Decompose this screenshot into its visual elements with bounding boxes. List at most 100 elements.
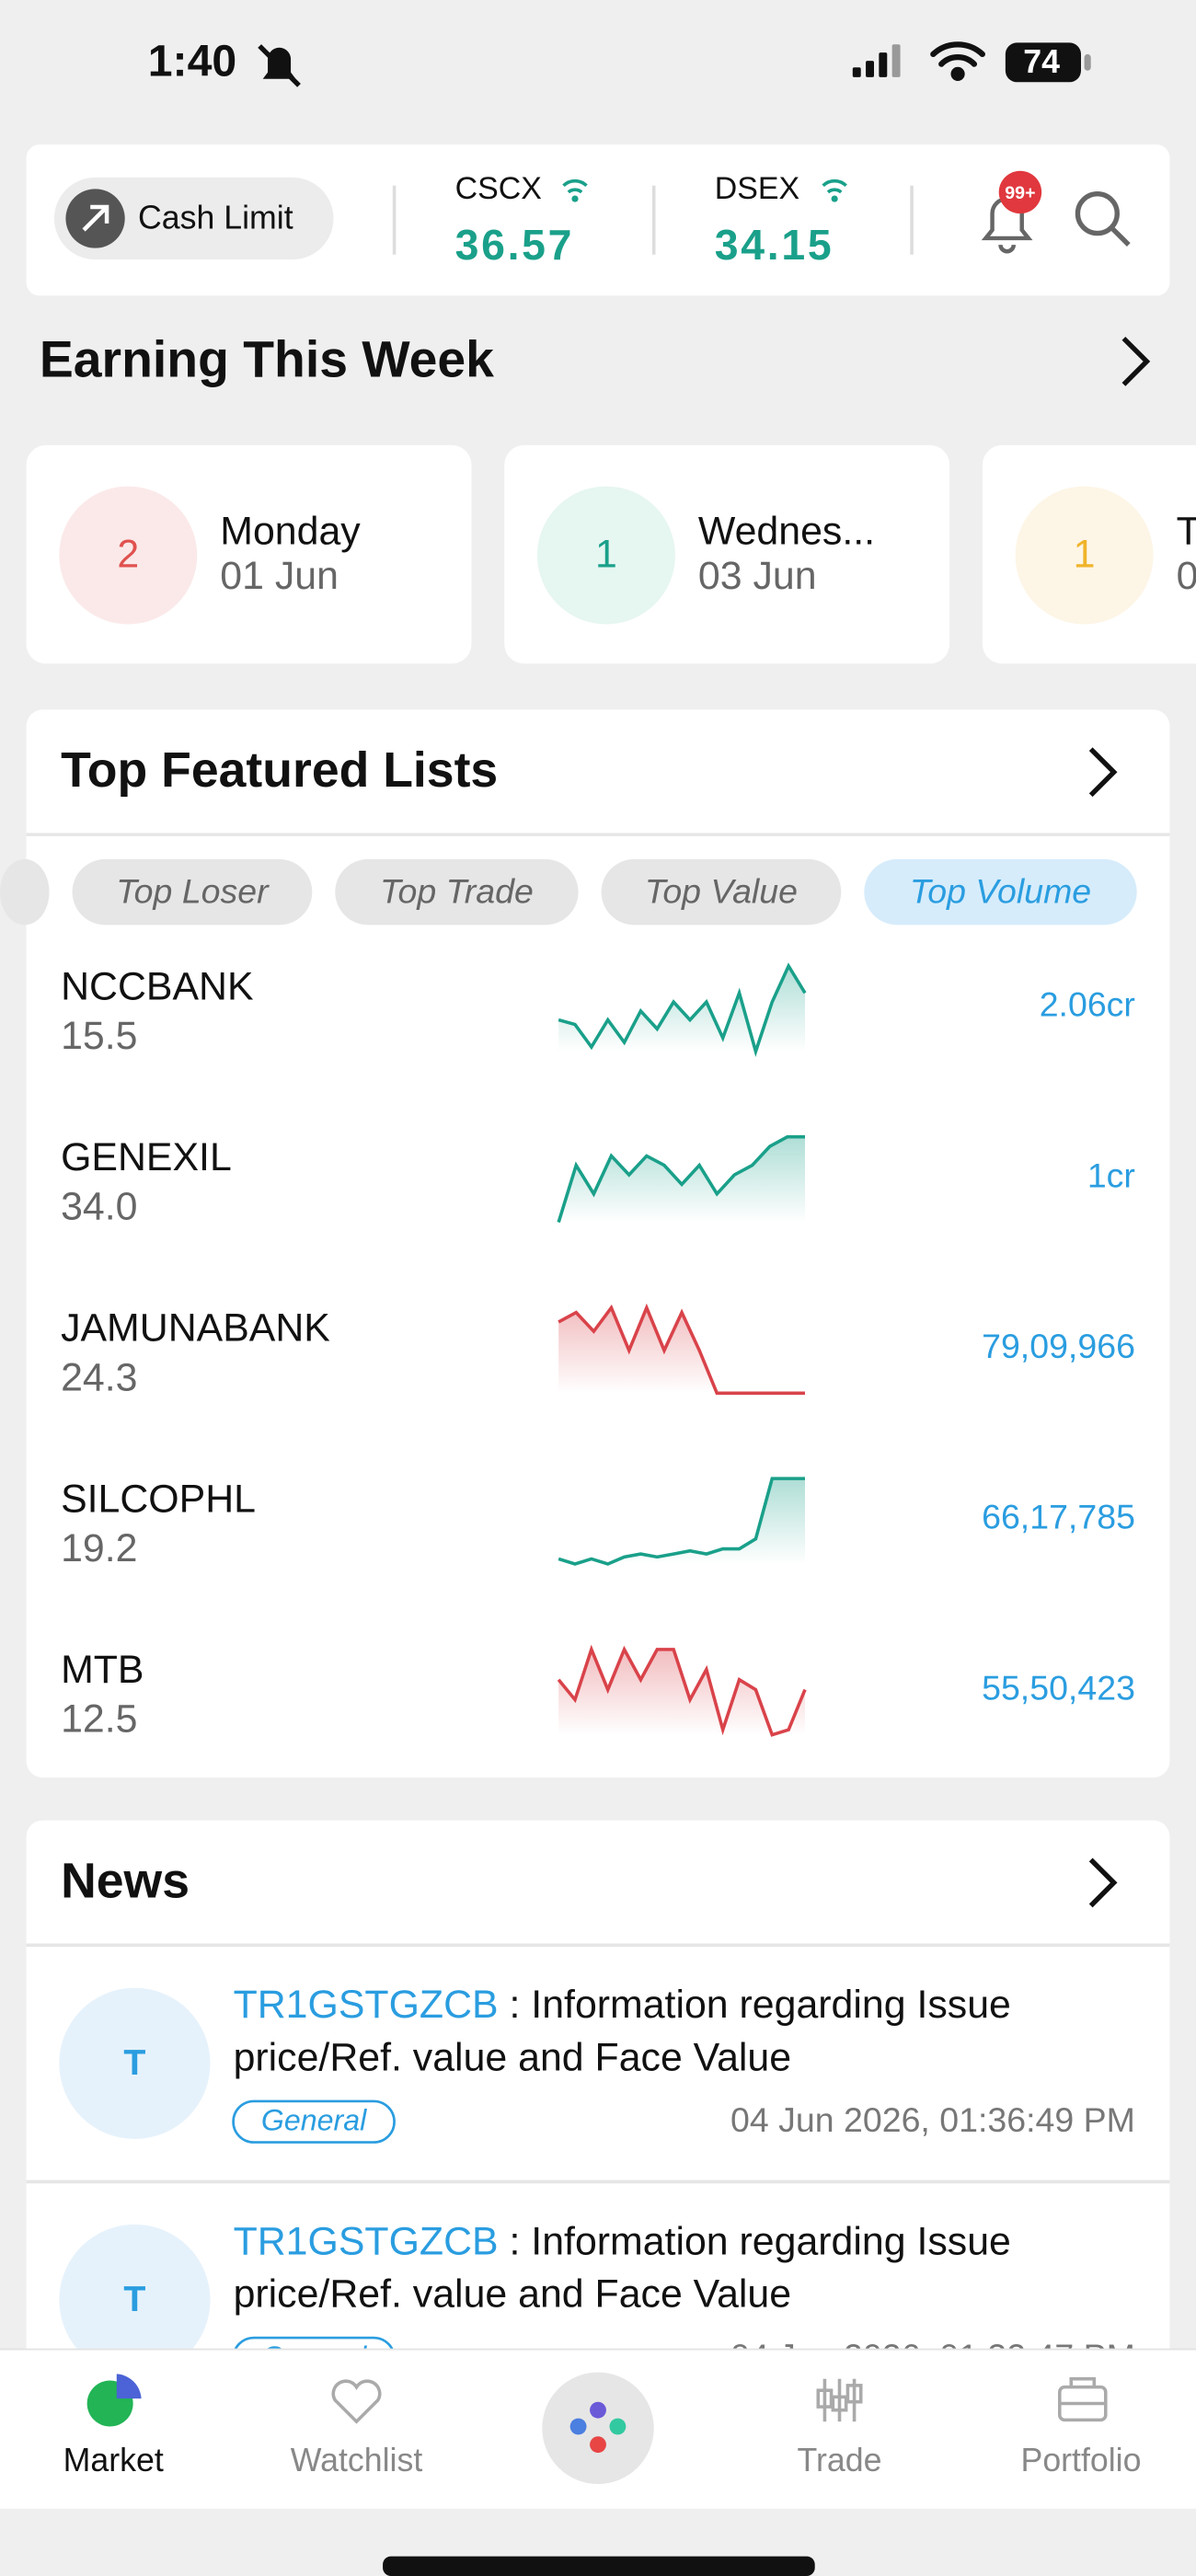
news-headline[interactable]: price/Ref. value and Face Value bbox=[234, 2036, 792, 2080]
index-value: 36.57 bbox=[455, 221, 575, 269]
avatar-letter: T bbox=[123, 2279, 145, 2319]
signal-icon bbox=[852, 44, 901, 77]
news-code: TR1GSTGZCB bbox=[234, 2220, 499, 2264]
news-tag bbox=[232, 2099, 396, 2144]
trade-icon bbox=[816, 2378, 863, 2422]
watchlist-icon bbox=[331, 2379, 382, 2424]
sparkline-area bbox=[558, 966, 805, 1052]
sparkline-area bbox=[558, 1649, 805, 1735]
index-value: 34.15 bbox=[715, 221, 834, 269]
live-icon bbox=[822, 178, 847, 194]
tab-label[interactable]: Top Volume bbox=[910, 871, 1091, 910]
tab-partial[interactable] bbox=[0, 858, 50, 926]
volume: 2.06cr bbox=[1040, 985, 1135, 1024]
dot bbox=[609, 2418, 627, 2435]
home-indicator bbox=[383, 2556, 815, 2576]
dot bbox=[569, 2418, 587, 2435]
battery bbox=[1005, 42, 1081, 83]
index-name: DSEX bbox=[715, 171, 799, 206]
news-time: 04 Jun 2026, 01:32:47 PM bbox=[730, 2337, 1135, 2375]
sparkline-area bbox=[558, 1136, 805, 1223]
news-avatar bbox=[59, 1987, 211, 2139]
status-time: 1:40 bbox=[148, 36, 236, 86]
header-card bbox=[26, 144, 1170, 296]
symbol[interactable]: SILCOPHL bbox=[61, 1477, 256, 1521]
symbol[interactable]: NCCBANK bbox=[61, 964, 254, 1008]
day-name: Wednes... bbox=[698, 510, 875, 554]
price: 12.5 bbox=[61, 1697, 137, 1742]
news-headline[interactable]: TR1GSTGZCB : Information regarding Issue bbox=[234, 2220, 1011, 2264]
news-time: 04 Jun 2026, 01:36:49 PM bbox=[730, 2100, 1135, 2139]
battery-level: 74 bbox=[1023, 43, 1060, 80]
chevron[interactable] bbox=[1121, 336, 1151, 386]
day-date: 0 bbox=[1177, 554, 1196, 598]
sparkline bbox=[558, 1303, 805, 1396]
symbol[interactable]: JAMUNABANK bbox=[61, 1306, 330, 1351]
news-code: TR1GSTGZCB bbox=[234, 1983, 499, 2027]
symbol[interactable]: GENEXIL bbox=[61, 1135, 232, 1179]
tab[interactable] bbox=[72, 858, 313, 926]
featured-card bbox=[26, 709, 1170, 1778]
news-text: : Information regarding Issue bbox=[499, 1983, 1011, 2027]
day-name: T bbox=[1177, 510, 1196, 554]
nav-label[interactable]: Portfolio bbox=[1021, 2442, 1142, 2478]
chevron[interactable] bbox=[1088, 1857, 1118, 1908]
news-avatar bbox=[59, 2224, 211, 2350]
nav-label[interactable]: Trade bbox=[798, 2442, 882, 2478]
wifi-icon bbox=[930, 41, 985, 81]
chevron[interactable] bbox=[1088, 747, 1118, 798]
day-count: 1 bbox=[595, 533, 617, 577]
news-card bbox=[26, 1820, 1170, 2350]
day-count: 1 bbox=[1074, 533, 1096, 577]
price: 19.2 bbox=[61, 1526, 137, 1570]
section-title: Top Featured Lists bbox=[61, 743, 498, 798]
count-circle bbox=[536, 486, 675, 625]
cash-limit-button[interactable] bbox=[53, 177, 334, 260]
dot bbox=[590, 2401, 606, 2419]
sparkline bbox=[557, 1644, 807, 1737]
section-title: News bbox=[61, 1854, 190, 1908]
tab[interactable] bbox=[864, 858, 1137, 926]
day-date: 03 Jun bbox=[698, 554, 817, 598]
sparkline-area bbox=[558, 1478, 805, 1564]
tab-label[interactable]: Top Loser bbox=[116, 871, 270, 910]
sparkline bbox=[557, 1134, 805, 1224]
live-icon bbox=[562, 178, 588, 194]
volume: 55,50,423 bbox=[982, 1668, 1135, 1707]
price: 15.5 bbox=[61, 1014, 137, 1058]
battery-tip bbox=[1084, 53, 1091, 71]
mute-icon bbox=[258, 44, 301, 87]
day-name: Monday bbox=[220, 510, 361, 554]
dot bbox=[590, 2436, 606, 2454]
badge bbox=[998, 170, 1042, 214]
tab-label[interactable]: Top Value bbox=[645, 871, 798, 910]
avatar-letter: T bbox=[123, 2042, 145, 2083]
nav-label[interactable]: Market bbox=[63, 2442, 164, 2478]
tab-label[interactable]: Top Trade bbox=[380, 871, 534, 910]
day-count: 2 bbox=[117, 533, 139, 577]
section-title: Earning This Week bbox=[40, 330, 494, 387]
search-button[interactable] bbox=[1075, 191, 1131, 247]
tab[interactable] bbox=[601, 858, 842, 926]
symbol[interactable]: MTB bbox=[61, 1648, 144, 1692]
tab[interactable] bbox=[335, 858, 579, 926]
nav-label[interactable]: Watchlist bbox=[291, 2442, 423, 2478]
arrow-icon bbox=[82, 204, 109, 232]
live-dot bbox=[571, 195, 579, 202]
cash-limit-label[interactable]: Cash Limit bbox=[138, 200, 293, 236]
day-date: 01 Jun bbox=[220, 554, 339, 598]
news-headline[interactable]: TR1GSTGZCB : Information regarding Issue bbox=[234, 1983, 1011, 2027]
index-name: CSCX bbox=[455, 171, 542, 206]
badge-count: 99+ bbox=[1005, 183, 1035, 203]
news-text: : Information regarding Issue bbox=[499, 2220, 1011, 2264]
news-headline[interactable]: price/Ref. value and Face Value bbox=[234, 2272, 792, 2317]
sparkline bbox=[558, 962, 807, 1057]
center-button[interactable] bbox=[542, 2372, 654, 2484]
count-circle bbox=[1015, 486, 1154, 625]
price: 34.0 bbox=[61, 1185, 137, 1229]
volume: 79,09,966 bbox=[982, 1327, 1135, 1365]
count-circle bbox=[59, 486, 198, 625]
live-dot bbox=[831, 195, 838, 202]
tag-label: General bbox=[261, 2340, 367, 2374]
